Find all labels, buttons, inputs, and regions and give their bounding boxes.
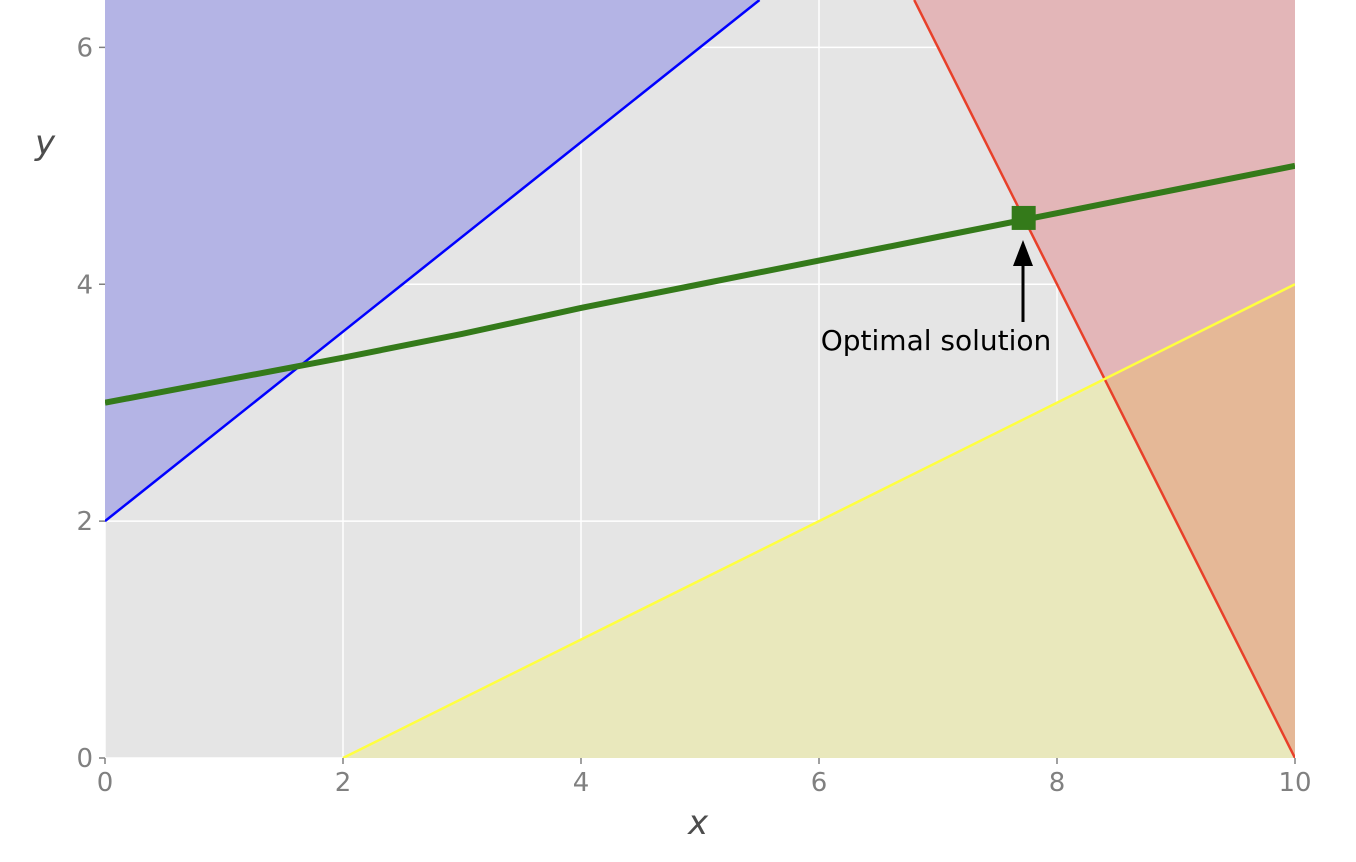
x-tick-label: 2 [335,768,352,798]
objective-series [105,162,1295,406]
constraint-overlap-region [1104,284,1295,758]
annotation-group: Optimal solution [821,240,1052,357]
x-axis-label: x [687,803,709,843]
constraint-line-blue [105,0,761,523]
annotation-arrow-head [1013,240,1033,266]
axes: 0 2 4 6 8 10 0 2 4 6 [76,33,1311,798]
y-tick-label: 0 [76,744,93,774]
x-tick-label: 8 [1049,768,1066,798]
x-tick-label: 10 [1278,768,1311,798]
x-tick-label: 4 [573,768,590,798]
y-tick-label: 2 [76,507,93,537]
annotation-text: Optimal solution [821,324,1052,357]
y-tick-label: 6 [76,33,93,63]
objective-line [105,162,1295,406]
x-tick-label: 6 [811,768,828,798]
optimal-point-marker [1011,205,1036,230]
constraint-regions [105,0,1295,758]
y-axis-label: y [34,123,56,163]
y-tick-label: 4 [76,270,93,300]
constraint-line-yellow [342,283,1295,758]
x-tick-label: 0 [97,768,114,798]
